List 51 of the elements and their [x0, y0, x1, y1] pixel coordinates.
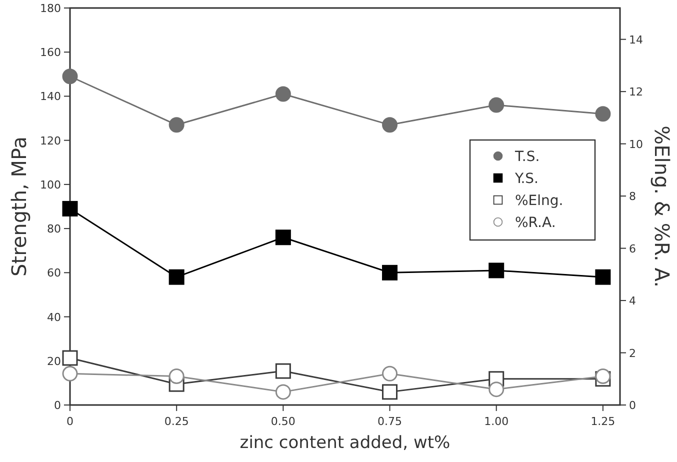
point	[382, 384, 398, 400]
legend-label: %R.A.	[515, 215, 556, 231]
y-tick-label: 160	[40, 46, 61, 60]
y-tick-label: 80	[47, 222, 61, 236]
y2-axis-title: %Elng. & %R. A.	[650, 126, 674, 288]
y-axis-title: Strength, MPa	[7, 136, 31, 276]
point	[62, 366, 78, 382]
x-tick-label: 0.25	[164, 415, 189, 428]
point	[62, 200, 78, 216]
y-tick-label: 20	[47, 354, 61, 368]
x-tick-label: 0.75	[378, 415, 402, 428]
point	[275, 230, 291, 246]
point	[382, 264, 398, 280]
point	[595, 269, 611, 285]
legend-label: %Elng.	[515, 193, 564, 209]
point	[275, 86, 291, 102]
point	[488, 382, 504, 398]
x-tick-label: 1.00	[484, 415, 509, 428]
y2-tick-label: 8	[629, 190, 636, 204]
legend-label: T.S.	[514, 149, 540, 165]
y2-tick-label: 10	[629, 138, 643, 151]
point	[488, 262, 504, 278]
y-tick-label: 0	[54, 399, 61, 412]
y2-tick-label: 14	[629, 33, 643, 46]
y2-tick-label: 4	[629, 294, 636, 308]
y-tick-label: 40	[47, 310, 61, 324]
point	[168, 269, 184, 285]
y-tick-label: 120	[40, 134, 61, 148]
point	[595, 106, 611, 122]
x-axis-title: zinc content added, wt%	[240, 433, 450, 453]
point	[275, 363, 291, 379]
y-tick-label: 180	[40, 2, 61, 15]
x-tick-label: 1.25	[590, 415, 616, 428]
y2-tick-label: 0	[629, 399, 636, 412]
y2-tick-label: 6	[629, 242, 636, 256]
y2-tick-label: 2	[629, 346, 636, 360]
point	[382, 366, 398, 382]
point	[488, 97, 504, 113]
point	[382, 117, 398, 133]
y-tick-label: 140	[40, 90, 61, 104]
y-tick-label: 60	[47, 266, 61, 280]
y2-tick-label: 12	[629, 86, 643, 99]
point	[168, 117, 184, 133]
point	[62, 68, 78, 84]
legend-label: Y.S.	[514, 171, 539, 187]
point	[168, 368, 184, 384]
point	[62, 350, 78, 366]
x-tick-label: 0.50	[270, 415, 296, 428]
y-tick-label: 100	[40, 178, 61, 192]
point	[275, 384, 291, 400]
x-tick-label: 0	[66, 415, 74, 428]
